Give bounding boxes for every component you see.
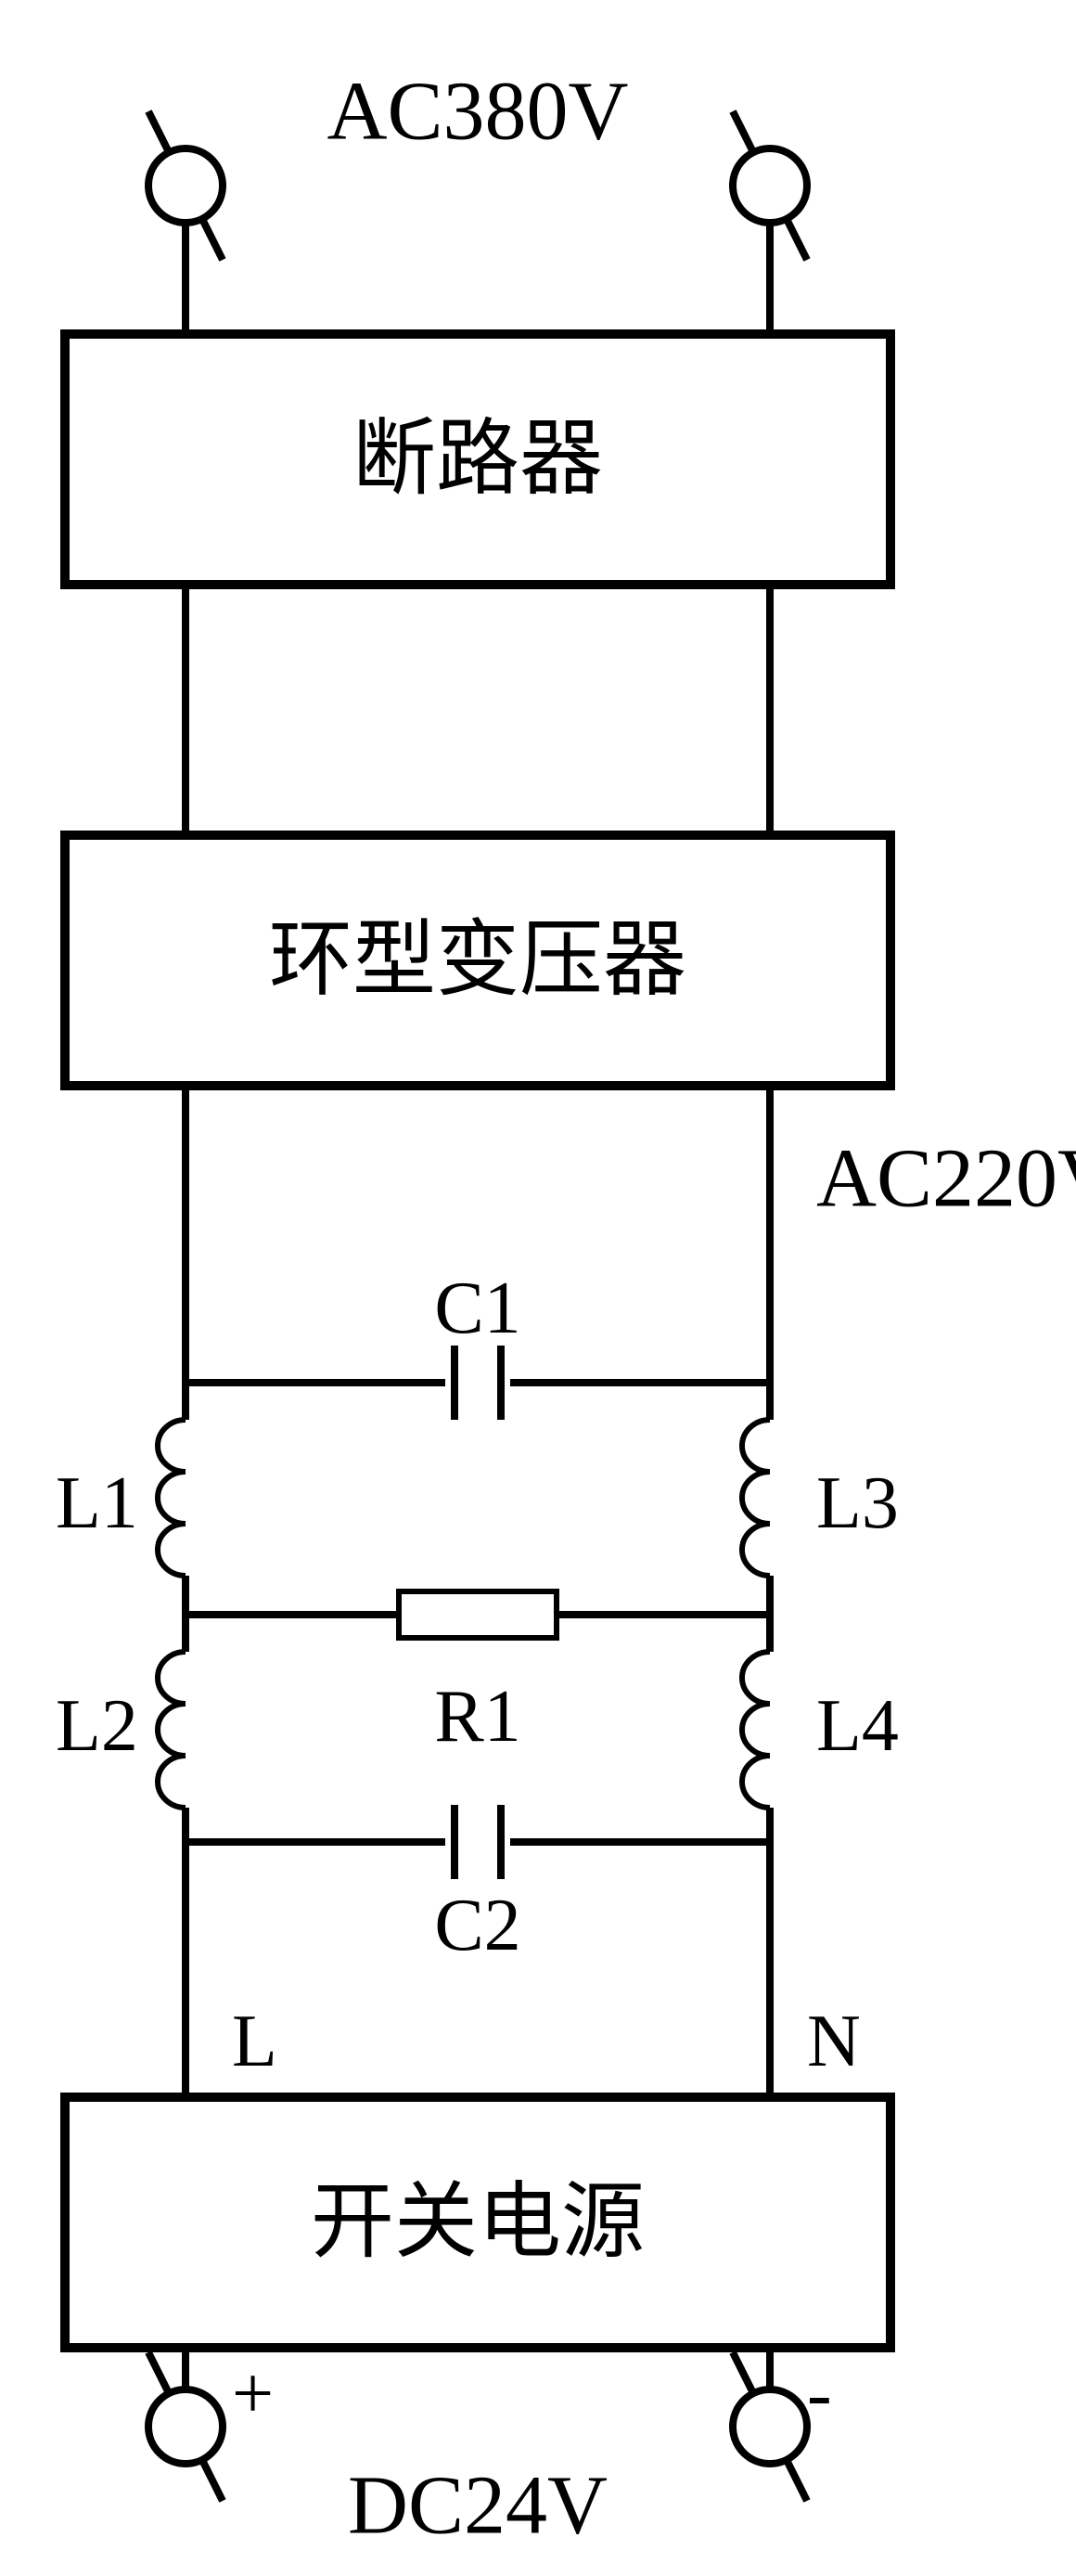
circuit-diagram: AC380V 断路器 环型变压器 AC220V C1 L1 bbox=[0, 0, 1076, 2576]
switch-ps-label: 开关电源 bbox=[311, 2177, 645, 2269]
ac220v-label: AC220V bbox=[816, 1133, 1076, 1225]
n-terminal-label: N bbox=[807, 2001, 861, 2082]
c2-label: C2 bbox=[434, 1885, 520, 1966]
resistor-r1 bbox=[399, 1591, 557, 1638]
l3-label: L3 bbox=[816, 1462, 899, 1544]
inductor-l2 bbox=[158, 1615, 186, 1842]
inductor-l4 bbox=[742, 1615, 770, 1842]
dc24v-label: DC24V bbox=[348, 2460, 608, 2552]
l2-label: L2 bbox=[56, 1685, 138, 1767]
l-terminal-label: L bbox=[232, 2001, 277, 2082]
inductor-l3 bbox=[742, 1383, 770, 1615]
transformer-label: 环型变压器 bbox=[269, 915, 686, 1007]
l1-label: L1 bbox=[56, 1462, 138, 1544]
r1-label: R1 bbox=[434, 1676, 520, 1758]
l4-label: L4 bbox=[816, 1685, 899, 1767]
breaker-label: 断路器 bbox=[352, 414, 603, 506]
plus-label: + bbox=[232, 2353, 274, 2435]
inductor-l1 bbox=[158, 1383, 186, 1615]
ac380v-label: AC380V bbox=[327, 66, 628, 158]
c1-label: C1 bbox=[434, 1268, 520, 1349]
minus-label: - bbox=[807, 2353, 832, 2435]
